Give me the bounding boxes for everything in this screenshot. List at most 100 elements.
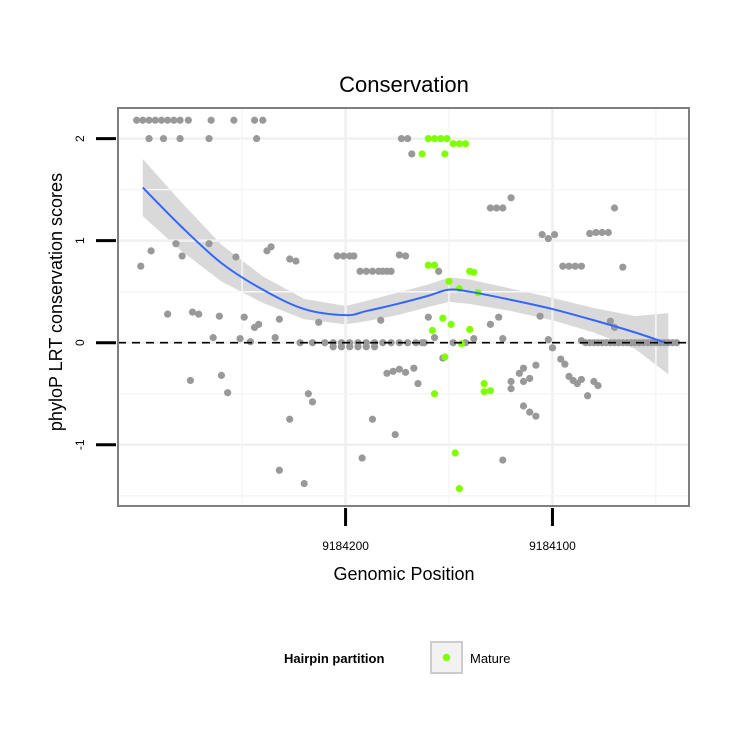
point-other (584, 392, 592, 400)
point-other (559, 262, 567, 270)
point-other (526, 408, 534, 416)
point-other (532, 361, 540, 369)
point-other (188, 308, 197, 316)
point-other (255, 320, 263, 328)
point-other (178, 252, 186, 260)
point-other (147, 247, 155, 255)
point-other (532, 412, 540, 420)
point-other (550, 230, 559, 239)
point-mature (445, 277, 453, 286)
legend: Hairpin partition Mature (284, 641, 510, 674)
point-other (236, 335, 244, 343)
point-other (594, 381, 602, 390)
point-mature (430, 135, 439, 143)
point-other (145, 116, 153, 124)
point-other (286, 415, 294, 423)
legend-key-mature-dot (442, 653, 451, 662)
point-other (610, 204, 619, 212)
point-other (577, 375, 586, 384)
y-tick-label: -1 (73, 439, 87, 450)
axes-layer: -1 0 1 2 9184200 9184100 (73, 107, 690, 553)
point-other (526, 374, 534, 383)
point-other (598, 228, 606, 237)
point-other (515, 369, 523, 377)
point-other (401, 252, 410, 260)
legend-title: Hairpin partition (284, 651, 384, 666)
point-other (337, 343, 346, 351)
point-other (370, 343, 379, 351)
point-other (232, 253, 240, 261)
point-other (139, 116, 147, 124)
point-other (377, 316, 385, 324)
point-other (486, 204, 494, 212)
point-mature (455, 485, 463, 493)
point-other (368, 267, 377, 275)
point-other (499, 456, 507, 464)
point-other (383, 369, 391, 377)
point-other (410, 364, 418, 372)
point-other (368, 415, 377, 423)
point-other (217, 371, 226, 379)
point-other (565, 262, 573, 270)
point-other (304, 390, 312, 398)
point-other (315, 318, 323, 326)
point-other (404, 339, 412, 347)
point-other (492, 204, 501, 212)
point-other (275, 466, 283, 474)
point-other (495, 313, 503, 321)
point-mature (457, 340, 466, 348)
point-other (519, 402, 528, 410)
y-tick-label: 0 (73, 339, 87, 346)
point-other (449, 339, 457, 347)
point-other (424, 313, 432, 321)
point-other (389, 367, 397, 375)
point-other (205, 135, 213, 143)
point-other (259, 116, 267, 124)
point-mature (480, 379, 488, 388)
smooth-curve-layer (142, 186, 669, 345)
point-other (395, 251, 403, 259)
point-other (418, 339, 426, 347)
point-other (358, 454, 366, 462)
point-mature (455, 140, 463, 148)
point-other (519, 364, 528, 372)
point-other (271, 334, 279, 342)
y-tick-label: 2 (73, 135, 87, 142)
point-other (404, 135, 412, 143)
point-mature (424, 135, 432, 143)
x-tick-label: 9184200 (322, 539, 369, 553)
point-mature (486, 387, 494, 395)
chart-title: Conservation (339, 72, 469, 97)
point-other (292, 257, 300, 265)
point-other (215, 312, 223, 320)
point-mature (430, 261, 439, 269)
point-other (414, 379, 422, 388)
point-other (395, 365, 403, 373)
legend-label-mature: Mature (470, 651, 510, 666)
point-other (401, 368, 410, 376)
point-other (536, 312, 544, 320)
point-other (346, 343, 354, 351)
point-mature (428, 326, 437, 335)
point-other (499, 335, 507, 343)
point-other (586, 229, 594, 238)
point-other (672, 339, 681, 347)
point-other (387, 267, 395, 275)
point-other (207, 116, 215, 124)
point-other (275, 315, 283, 323)
point-other (164, 310, 172, 318)
point-other (350, 252, 358, 260)
point-other (391, 430, 399, 439)
point-mature (437, 135, 445, 143)
point-mature (480, 388, 488, 396)
point-other (308, 398, 317, 406)
point-other (606, 317, 614, 325)
point-mature (466, 325, 474, 334)
point-other (133, 116, 141, 124)
point-mature (441, 150, 449, 158)
point-other (362, 343, 370, 351)
point-other (604, 228, 612, 237)
point-mature (441, 353, 449, 361)
point-other (486, 320, 494, 328)
